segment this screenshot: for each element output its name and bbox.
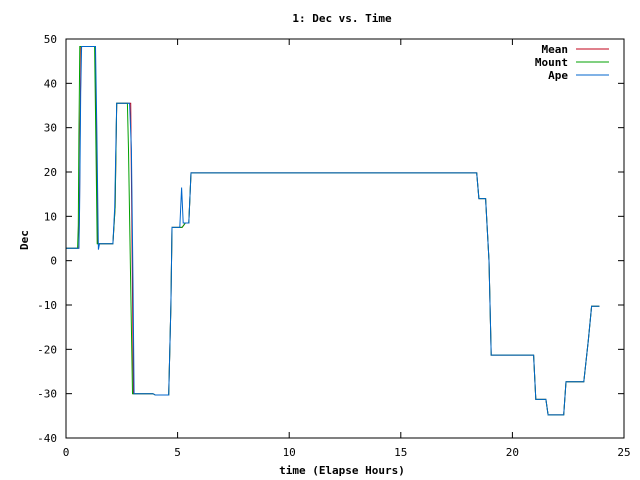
x-tick-label: 20 [506, 446, 519, 459]
y-tick-label: -10 [37, 299, 57, 312]
x-tick-label: 10 [283, 446, 296, 459]
y-tick-label: 10 [44, 210, 57, 223]
x-tick-label: 15 [394, 446, 407, 459]
y-tick-label: -20 [37, 343, 57, 356]
series-line-ape [66, 46, 600, 416]
y-tick-label: 50 [44, 33, 57, 46]
y-tick-label: 20 [44, 166, 57, 179]
y-tick-label: -30 [37, 388, 57, 401]
x-tick-label: 5 [174, 446, 181, 459]
y-axis-title: Dec [18, 230, 31, 250]
x-tick-label: 25 [617, 446, 630, 459]
legend-label-mount: Mount [535, 56, 568, 69]
plot-frame [65, 38, 625, 439]
legend-label-ape: Ape [548, 69, 568, 82]
x-axis-title: time (Elapse Hours) [279, 464, 405, 477]
x-tick-label: 0 [63, 446, 70, 459]
chart-title: 1: Dec vs. Time [292, 12, 392, 25]
y-tick-label: 0 [50, 255, 57, 268]
y-tick-label: 30 [44, 122, 57, 135]
y-tick-label: -40 [37, 432, 57, 445]
legend-label-mean: Mean [542, 43, 569, 56]
y-tick-label: 40 [44, 77, 57, 90]
series-layer [66, 46, 600, 416]
